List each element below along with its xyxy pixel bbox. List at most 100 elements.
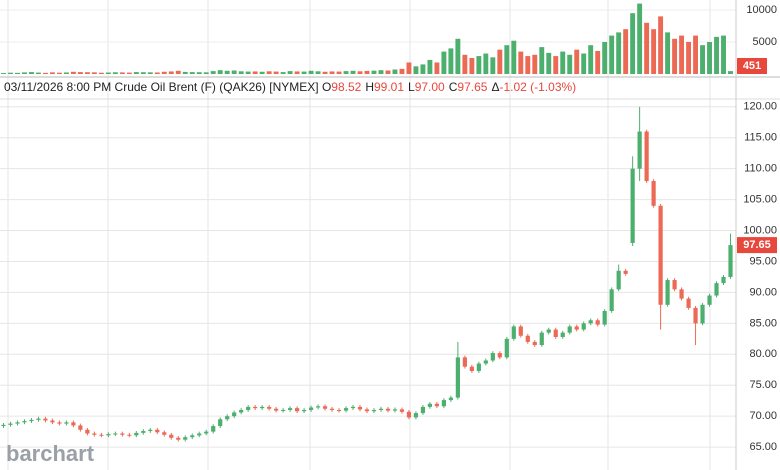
- volume-bar: [434, 62, 440, 74]
- candle-body: [406, 411, 412, 418]
- volume-bar: [294, 71, 300, 74]
- candle-body: [721, 276, 726, 284]
- volume-bar: [378, 70, 384, 74]
- candle-body: [322, 406, 328, 409]
- candle-body: [651, 181, 656, 206]
- volume-bar: [308, 70, 314, 74]
- candle-body: [274, 408, 279, 411]
- candle-body: [434, 403, 440, 407]
- candle-body: [441, 400, 446, 407]
- volume-bar: [273, 71, 279, 74]
- candle-body: [29, 419, 34, 422]
- volume-bar: [1, 73, 6, 74]
- symbol: Crude Oil Brent (F) (QAK26) [NYMEX]: [114, 80, 319, 94]
- volume-bar: [140, 72, 146, 74]
- volume-bar: [532, 54, 538, 74]
- candle-body: [350, 406, 356, 409]
- volume-bar: [175, 70, 181, 74]
- volume-bar: [700, 45, 705, 74]
- candle-body: [700, 304, 705, 324]
- volume-bar: [707, 41, 712, 74]
- volume-bar: [721, 35, 726, 74]
- volume-bar: [133, 72, 139, 74]
- last-price-label: 97.65: [743, 239, 771, 251]
- candle-body: [546, 329, 551, 333]
- candle-body: [43, 418, 48, 421]
- candle-body: [36, 418, 41, 420]
- y-tick-label: 90.00: [749, 286, 777, 298]
- candle-body: [707, 295, 712, 305]
- volume-bar: [455, 38, 461, 74]
- candle-body: [455, 357, 460, 398]
- candle-body: [336, 409, 342, 411]
- candle-body: [448, 397, 453, 401]
- volume-bar: [595, 50, 601, 74]
- volume-bar: [266, 71, 272, 74]
- volume-bar: [98, 72, 104, 74]
- candle-body: [392, 409, 398, 411]
- candle-body: [225, 416, 230, 420]
- volume-bar: [546, 52, 552, 74]
- volume-bar: [427, 59, 433, 74]
- volume-bar: [315, 71, 321, 74]
- candle-body: [399, 409, 405, 412]
- candle-body: [595, 320, 600, 325]
- volume-bar: [42, 72, 48, 74]
- volume-tick-label: 5000: [753, 36, 777, 48]
- volume-bar: [329, 71, 335, 74]
- candle-body: [246, 406, 251, 410]
- candle-body: [679, 289, 684, 299]
- volume-bar: [343, 71, 349, 74]
- candle-body: [553, 329, 558, 337]
- field-label: L: [408, 80, 415, 94]
- volume-bar: [63, 72, 69, 74]
- volume-bar: [371, 70, 377, 74]
- volume-bar: [518, 51, 524, 74]
- volume-bar: [658, 16, 664, 74]
- candle-body: [518, 326, 523, 336]
- volume-bar: [476, 56, 482, 74]
- candle-body: [197, 433, 202, 436]
- volume-bar: [70, 71, 76, 74]
- candle-body: [427, 403, 433, 407]
- field-label: H: [365, 80, 374, 94]
- candle-body: [113, 433, 118, 435]
- candle-body: [728, 245, 733, 277]
- candle-body: [371, 409, 377, 412]
- volume-bar: [161, 71, 167, 74]
- volume-bar: [29, 72, 34, 74]
- volume-bar: [525, 56, 531, 74]
- volume-bar: [22, 72, 27, 74]
- volume-bar: [56, 72, 62, 74]
- volume-bar: [280, 72, 286, 74]
- volume-bar: [154, 72, 160, 74]
- volume-bar: [112, 72, 118, 74]
- candle-body: [364, 409, 370, 412]
- candle-body: [260, 406, 265, 409]
- datetime: 03/11/2026 8:00 PM: [4, 80, 112, 94]
- volume-bar: [560, 51, 566, 74]
- volume-bar: [609, 35, 615, 74]
- candle-body: [672, 280, 677, 290]
- candle-body: [357, 406, 363, 410]
- volume-bar: [350, 70, 356, 74]
- candle-body: [127, 434, 132, 436]
- volume-bar: [728, 71, 733, 74]
- volume-bar: [644, 22, 650, 75]
- ohlc-fields: O98.52 H99.01 L97.00 C97.65 Δ-1.02 (-1.03%): [322, 80, 580, 94]
- volume-bar: [392, 69, 398, 74]
- volume-bar: [231, 70, 237, 74]
- candle-body: [50, 420, 55, 423]
- candle-body: [169, 434, 174, 438]
- candle-body: [288, 408, 293, 410]
- last-price-flag: [737, 237, 777, 254]
- volume-tick-label: 10000: [746, 4, 777, 16]
- volume-bar: [245, 71, 251, 74]
- last-volume-label: 451: [743, 60, 761, 72]
- candle-body: [71, 422, 76, 426]
- candle-body: [616, 270, 621, 290]
- volume-bar: [623, 29, 629, 74]
- volume-bar: [399, 68, 405, 74]
- candle-body: [609, 289, 614, 311]
